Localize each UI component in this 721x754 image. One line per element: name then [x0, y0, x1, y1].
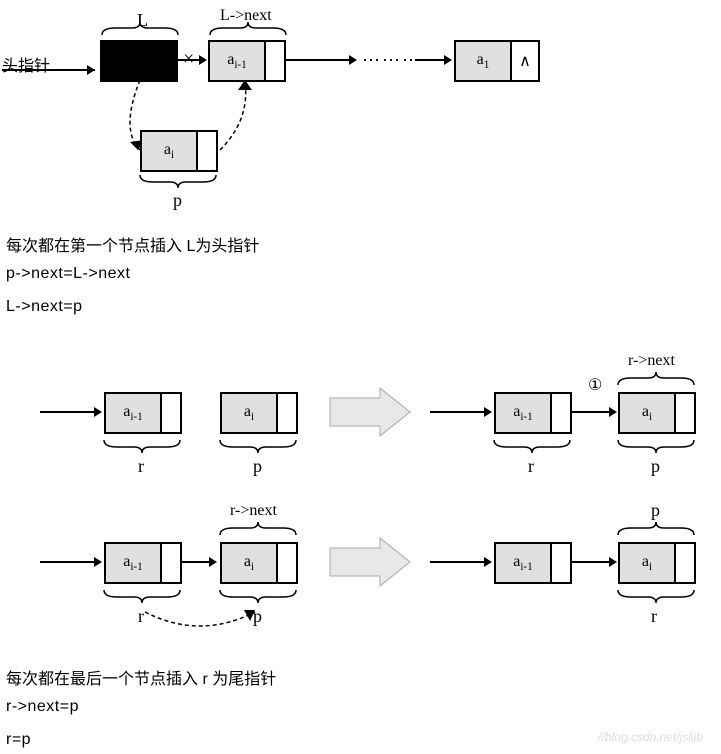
lnext-label: L->next	[220, 7, 272, 25]
diagram-head-insert: 头指针 L L->next × ai-	[0, 10, 721, 210]
text2-line1: 每次都在最后一个节点插入 r 为尾指针	[6, 665, 276, 689]
r2l-rnext: r->next	[230, 502, 277, 520]
r1l-node-ai: ai	[220, 392, 298, 434]
r1r-r: r	[528, 456, 534, 477]
r1r-node-ai: ai	[618, 392, 696, 434]
r2r-node-ai: ai	[618, 542, 696, 584]
a1-text: a1	[477, 51, 490, 71]
r2l-p: p	[253, 606, 262, 627]
r2l-node-ai: ai	[220, 542, 298, 584]
node-l-head	[100, 40, 178, 82]
watermark: //blog.csdn.net/jslijb	[598, 730, 703, 744]
head-pointer-label: 头指针	[2, 52, 50, 76]
text1-line3: L->next=p	[6, 298, 83, 316]
node-ai-new: ai	[140, 130, 218, 172]
ai-text: ai	[164, 141, 174, 161]
ai1-text: ai-1	[227, 51, 247, 71]
text1-line1: 每次都在第一个节点插入 L为头指针	[6, 232, 259, 256]
r1r-circle1: ①	[588, 375, 602, 395]
p-label-d1: p	[173, 190, 182, 211]
l-label: L	[137, 10, 148, 31]
node-ai-1: ai-1	[208, 40, 286, 82]
cross-mark: ×	[183, 48, 194, 71]
r1r-node-ai1: ai-1	[494, 392, 572, 434]
text2-line3: r=p	[6, 731, 31, 749]
r1l-node-ai1: ai-1	[104, 392, 182, 434]
r2l-r: r	[138, 606, 144, 627]
r1r-p: p	[651, 456, 660, 477]
r1l-r: r	[138, 456, 144, 477]
text1-line2: p->next=L->next	[6, 265, 130, 283]
r2l-node-ai1: ai-1	[104, 542, 182, 584]
r2r-node-ai1: ai-1	[494, 542, 572, 584]
r2r-p-top: p	[651, 500, 660, 521]
r1r-rnext: r->next	[628, 352, 675, 370]
node-a1: a1 ∧	[454, 40, 540, 82]
null-ptr: ∧	[510, 42, 538, 80]
r2r-r: r	[651, 606, 657, 627]
text2-line2: r->next=p	[6, 698, 79, 716]
r1l-p: p	[253, 456, 262, 477]
diagram-tail-insert: ai-1 ai r p r->next ① ai-1 ai r p r->nex…	[0, 340, 721, 660]
dots: ⋯⋯⋯	[362, 50, 422, 71]
